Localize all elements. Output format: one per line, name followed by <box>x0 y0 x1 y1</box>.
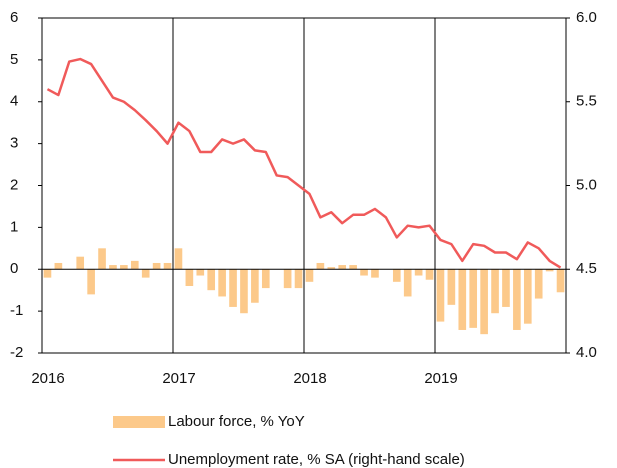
bar <box>130 260 139 270</box>
y-tick-label: 4 <box>10 93 18 110</box>
y2-tick-label: 4.5 <box>576 260 597 277</box>
plot-frame <box>41 17 567 354</box>
bar <box>414 269 423 276</box>
bar <box>349 265 357 270</box>
bar <box>294 269 303 289</box>
legend-swatch <box>113 416 165 428</box>
y-tick-label: 1 <box>10 218 18 235</box>
bar <box>316 262 325 270</box>
bar <box>185 269 194 286</box>
bar <box>196 269 205 276</box>
bar <box>502 269 510 307</box>
bar <box>163 262 172 270</box>
bar <box>98 248 106 270</box>
bar <box>447 269 456 305</box>
y-tick-label: -1 <box>10 302 23 319</box>
bar <box>43 269 52 278</box>
bar <box>229 269 237 307</box>
bar <box>109 265 117 270</box>
bar <box>523 269 532 324</box>
y2-tick-label: 5.5 <box>576 93 597 110</box>
y2-tick-label: 4.0 <box>576 344 597 361</box>
x-tick-label: 2016 <box>31 370 64 387</box>
bar <box>261 269 270 289</box>
y-tick-label: 2 <box>10 176 18 193</box>
bar <box>141 269 150 278</box>
y2-tick-label: 6.0 <box>576 9 597 26</box>
bar <box>152 262 161 270</box>
bar <box>491 269 499 314</box>
x-tick-label: 2019 <box>424 370 457 387</box>
bar <box>360 269 368 276</box>
bar <box>76 256 85 270</box>
bar <box>240 269 248 314</box>
bar <box>371 269 379 278</box>
bar <box>392 269 401 282</box>
line <box>46 57 562 269</box>
y-tick-label: -2 <box>10 344 23 361</box>
bar <box>120 265 128 270</box>
legend-label: Labour force, % YoY <box>168 413 305 430</box>
legend-label: Unemployment rate, % SA (right-hand scal… <box>168 451 465 468</box>
bar <box>480 269 488 335</box>
bar <box>251 269 259 303</box>
bar <box>207 269 216 291</box>
bar <box>469 269 478 328</box>
bar <box>87 269 95 295</box>
bar <box>338 265 347 270</box>
bar <box>305 269 314 282</box>
bar <box>218 269 226 297</box>
bar <box>283 269 292 289</box>
bar <box>545 269 554 272</box>
bar <box>436 269 445 322</box>
y-tick-label: 5 <box>10 51 18 68</box>
bar <box>513 269 521 330</box>
y-tick-label: 6 <box>10 9 18 26</box>
x-tick-label: 2018 <box>293 370 326 387</box>
y-tick-label: 0 <box>10 260 18 277</box>
bar <box>534 269 543 299</box>
bar <box>458 269 467 330</box>
bar <box>425 269 434 280</box>
bar <box>54 262 63 270</box>
y-tick-label: 3 <box>10 135 18 152</box>
bar <box>556 269 565 293</box>
x-tick-label: 2017 <box>162 370 195 387</box>
bar <box>403 269 412 297</box>
y2-tick-label: 5.0 <box>576 176 597 193</box>
bar <box>174 248 183 270</box>
bar <box>327 267 336 270</box>
